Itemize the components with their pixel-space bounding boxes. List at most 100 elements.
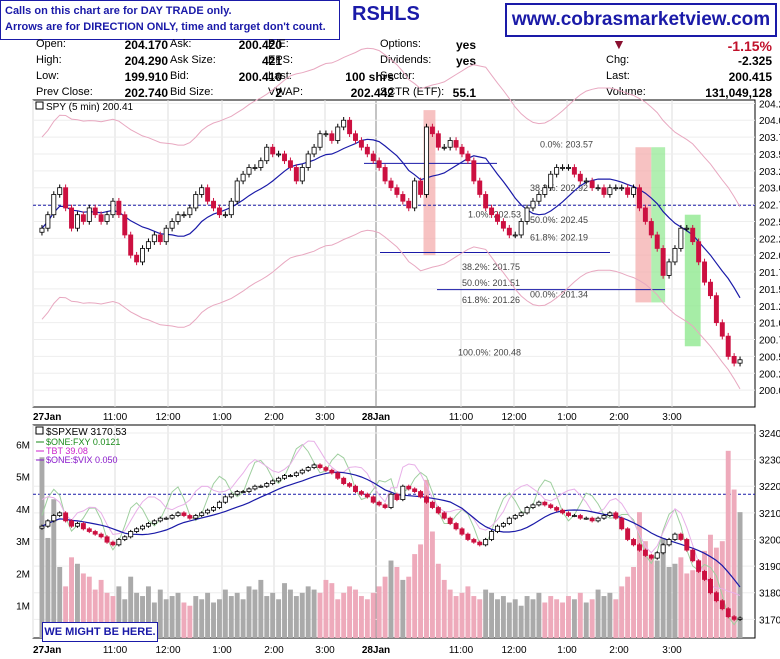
candle-body bbox=[216, 501, 222, 508]
y-tick-label: 3200 bbox=[759, 535, 780, 546]
candle-body bbox=[246, 167, 252, 175]
volume-bar bbox=[388, 560, 394, 638]
x-tick-label: 11:00 bbox=[103, 412, 128, 423]
candle-body bbox=[311, 464, 317, 468]
candle-body bbox=[666, 261, 672, 276]
candle-body bbox=[264, 146, 270, 162]
candle-body bbox=[86, 207, 92, 222]
candle-body bbox=[388, 493, 394, 508]
candle-body bbox=[358, 140, 364, 148]
candle-body bbox=[175, 214, 181, 222]
volume-bar bbox=[453, 596, 459, 638]
candle-body bbox=[672, 248, 678, 263]
candle-body bbox=[240, 173, 246, 182]
quote-label: Low: bbox=[36, 70, 60, 82]
quote-label: High: bbox=[36, 54, 62, 66]
volume-bar bbox=[684, 573, 690, 638]
volume-bar bbox=[193, 596, 199, 638]
volume-bar bbox=[435, 563, 441, 638]
candle-body bbox=[731, 616, 737, 620]
candle-body bbox=[134, 528, 140, 532]
candle-body bbox=[660, 248, 666, 276]
legend-entry: $ONE:$VIX 0.050 bbox=[46, 455, 118, 465]
volume-bar bbox=[86, 576, 92, 638]
volume-bar bbox=[577, 592, 583, 638]
quote-value: -2.325 bbox=[737, 54, 772, 68]
quote-value: 204.170 bbox=[124, 38, 168, 52]
candle-body bbox=[429, 501, 435, 508]
website-banner[interactable]: www.cobrasmarketview.com bbox=[505, 3, 777, 37]
candle-body bbox=[45, 214, 51, 229]
y-tick-label: 200.75 bbox=[759, 336, 780, 347]
candle-body bbox=[566, 512, 571, 516]
candle-body bbox=[554, 507, 560, 511]
candle-body bbox=[625, 187, 631, 195]
candle-body bbox=[140, 248, 145, 263]
volume-bar bbox=[264, 596, 270, 638]
y-tick-label: 204.00 bbox=[759, 116, 780, 127]
candle-body bbox=[518, 221, 524, 236]
candle-body bbox=[69, 520, 75, 527]
volume-bar bbox=[51, 499, 57, 638]
candle-body bbox=[193, 515, 199, 519]
candle-body bbox=[418, 180, 424, 195]
fib-label: 38.2%: 201.75 bbox=[462, 262, 520, 272]
volume-bar bbox=[134, 592, 140, 638]
candle-body bbox=[560, 509, 566, 514]
volume-bar bbox=[299, 592, 305, 638]
candle-body bbox=[642, 207, 648, 222]
candle-body bbox=[583, 180, 589, 183]
candle-body bbox=[500, 221, 506, 229]
volume-bar bbox=[228, 596, 234, 638]
fib-label: 1.0%: 202.53 bbox=[468, 209, 521, 219]
volume-bar bbox=[317, 592, 323, 638]
candle-body bbox=[489, 207, 495, 216]
y-tick-label: 202.75 bbox=[759, 201, 780, 212]
candle-body bbox=[648, 221, 654, 236]
candle-body bbox=[648, 555, 654, 559]
candle-body bbox=[678, 533, 684, 540]
candle-body bbox=[358, 491, 364, 495]
candle-body bbox=[122, 214, 128, 236]
volume-bar bbox=[654, 560, 660, 638]
x-tick-label: 12:00 bbox=[155, 645, 180, 656]
volume-bar bbox=[619, 586, 625, 638]
volume-bar bbox=[631, 567, 637, 638]
x-tick-label: 2:00 bbox=[264, 645, 284, 656]
candle-body bbox=[654, 234, 660, 249]
quote-label: Prev Close: bbox=[36, 86, 93, 98]
volume-bar bbox=[358, 596, 364, 638]
quote-label: Ask: bbox=[170, 38, 192, 50]
y-tick-label: 201.00 bbox=[759, 319, 780, 330]
quote-value: 2 bbox=[275, 86, 282, 100]
panel-title: $SPXEW 3170.53 bbox=[46, 427, 127, 438]
candle-body bbox=[713, 592, 719, 602]
candle-body bbox=[459, 528, 465, 535]
candle-body bbox=[92, 531, 98, 535]
volume-bar bbox=[211, 602, 216, 638]
candle-body bbox=[589, 180, 595, 189]
y-tick-label: 203.75 bbox=[759, 133, 780, 144]
candle-body bbox=[625, 528, 631, 540]
y-tick-label: 202.00 bbox=[759, 251, 780, 262]
candle-body bbox=[713, 295, 719, 324]
candle-body bbox=[376, 501, 382, 506]
candle-body bbox=[737, 617, 743, 620]
x-tick-label: 1:00 bbox=[557, 412, 577, 423]
red-zone bbox=[423, 110, 436, 256]
candle-body bbox=[122, 536, 128, 540]
volume-bar bbox=[145, 586, 151, 638]
candle-body bbox=[536, 501, 542, 506]
y-tick-label: 200.25 bbox=[759, 369, 780, 380]
quote-label: Bid: bbox=[170, 70, 189, 82]
volume-bar bbox=[347, 586, 353, 638]
candle-body bbox=[128, 234, 134, 256]
candle-body bbox=[542, 187, 548, 195]
candle-body bbox=[317, 133, 323, 148]
candle-body bbox=[110, 541, 116, 546]
x-tick-label: 11:00 bbox=[103, 645, 128, 656]
candle-body bbox=[424, 126, 429, 195]
volume-bar bbox=[270, 592, 276, 638]
candle-body bbox=[412, 180, 418, 209]
volume-bar bbox=[601, 596, 607, 638]
